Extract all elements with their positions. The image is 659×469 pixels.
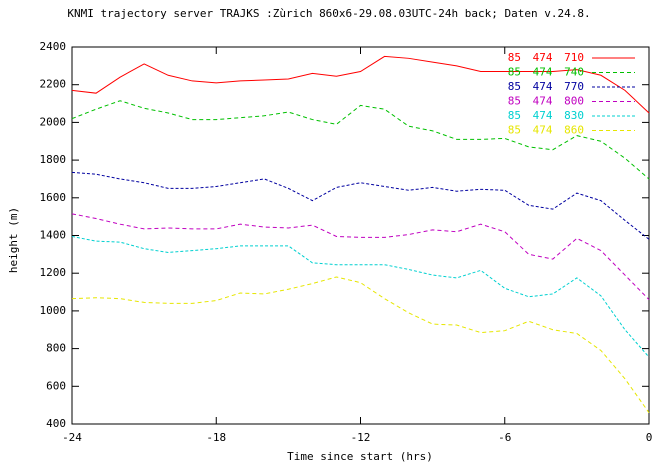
legend-label: 85 474 830 (508, 109, 584, 122)
y-tick-label: 1200 (40, 266, 67, 279)
series-line (71, 213, 650, 300)
y-tick-label: 1600 (40, 191, 67, 204)
y-tick-label: 1800 (40, 153, 67, 166)
series-line (71, 235, 650, 358)
x-tick-label: 0 (646, 431, 653, 444)
x-tick-label: -12 (351, 431, 371, 444)
y-tick-label: 1000 (40, 304, 67, 317)
chart-title: KNMI trajectory server TRAJKS :Zùrich 86… (67, 7, 590, 20)
x-tick-label: -6 (498, 431, 511, 444)
y-tick-label: 1400 (40, 229, 67, 242)
y-tick-label: 400 (46, 417, 66, 430)
series-line (71, 100, 650, 180)
legend-label: 85 474 800 (508, 95, 584, 108)
y-axis-label: height (m) (7, 207, 20, 273)
legend-label: 85 474 770 (508, 80, 584, 93)
x-tick-label: -24 (62, 431, 82, 444)
series-line (71, 171, 650, 240)
y-tick-label: 600 (46, 379, 66, 392)
y-tick-label: 2200 (40, 78, 67, 91)
series-line (71, 55, 650, 114)
x-tick-label: -18 (206, 431, 226, 444)
legend-label: 85 474 860 (508, 124, 584, 137)
y-tick-label: 800 (46, 342, 66, 355)
y-tick-label: 2400 (40, 40, 67, 53)
x-axis-label: Time since start (hrs) (287, 450, 433, 463)
legend-label: 85 474 710 (508, 51, 584, 64)
legend-label: 85 474 740 (508, 66, 584, 79)
y-tick-label: 2000 (40, 115, 67, 128)
series-line (71, 276, 650, 413)
